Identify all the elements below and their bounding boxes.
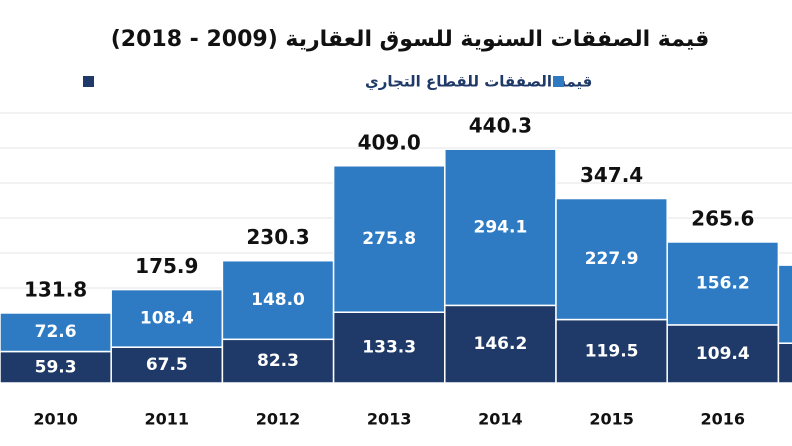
data-label: 119.5 [585, 341, 639, 361]
x-tick-label: 2016 [701, 410, 746, 429]
bar-segment [666, 324, 780, 384]
bar-segment [555, 197, 668, 321]
total-label: 409.0 [358, 130, 421, 154]
legend-swatch [83, 76, 94, 87]
data-label: 148.0 [251, 290, 305, 310]
bar-segment [777, 264, 792, 344]
x-tick-label: 2010 [33, 410, 78, 429]
total-label: 265.6 [691, 206, 754, 230]
bar-segment [777, 342, 792, 384]
data-label: 82.3 [257, 351, 299, 371]
data-label: 109.4 [696, 344, 750, 364]
bar-segment [221, 338, 335, 384]
bar-segment [332, 311, 446, 384]
bar-segment [666, 241, 780, 326]
data-label: 294.1 [474, 217, 528, 237]
bar-segment [110, 288, 224, 348]
chart-title: قيمة الصفقات السنوية للسوق العقارية (200… [111, 27, 710, 52]
total-label: 230.3 [246, 225, 309, 249]
data-label: 146.2 [474, 334, 528, 354]
data-label: 59.3 [35, 357, 77, 377]
total-label: 175.9 [135, 254, 198, 278]
bar-segment [0, 350, 112, 384]
data-label: 72.6 [35, 322, 77, 342]
x-tick-label: 2013 [367, 410, 412, 429]
x-tick-label: 2015 [589, 410, 634, 429]
total-label: 440.3 [469, 114, 532, 138]
legend-swatch [553, 76, 564, 87]
data-label: 275.8 [362, 229, 416, 249]
bar-segment [555, 318, 668, 384]
bar-segment [221, 259, 335, 341]
x-tick-label: 2014 [478, 410, 523, 429]
data-label: 108.4 [140, 308, 194, 328]
bar-segment [444, 148, 557, 307]
x-tick-label: 2012 [256, 410, 301, 429]
data-label: 227.9 [585, 249, 639, 269]
data-label: 133.3 [362, 338, 416, 358]
total-label: 347.4 [580, 163, 643, 187]
data-label: 67.5 [146, 355, 188, 375]
legend-label: قيمة الصفقات للقطاع التجاري [365, 73, 592, 92]
bar-segment [0, 312, 112, 353]
total-label: 131.8 [24, 278, 87, 302]
data-label: 156.2 [696, 273, 750, 293]
x-tick-label: 2011 [145, 410, 190, 429]
